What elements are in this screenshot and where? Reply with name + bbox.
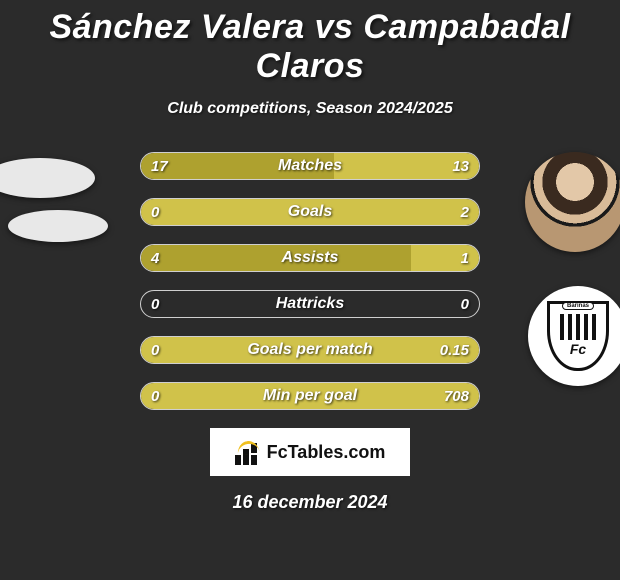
badge-fc-text: Fc	[570, 341, 586, 357]
subtitle: Club competitions, Season 2024/2025	[0, 100, 620, 118]
comparison-chart: Barinas Fc 1713Matches02Goals41Assists00…	[0, 152, 620, 410]
badge-shield: Barinas Fc	[547, 301, 609, 371]
stat-row: 00.15Goals per match	[140, 336, 480, 364]
left-club-badge	[8, 210, 108, 242]
date-label: 16 december 2024	[0, 492, 620, 513]
stat-rows-container: 1713Matches 02Goals 41Assists 0 0Hattricks 00…	[140, 152, 480, 410]
footer-brand-text: FcTables.com	[267, 442, 386, 463]
value-left: 0	[151, 291, 159, 317]
bar-right	[411, 245, 479, 271]
badge-stripes	[560, 314, 596, 340]
bar-right	[141, 383, 479, 409]
right-club-badge: Barinas Fc	[528, 286, 620, 386]
stat-row: 1713Matches	[140, 152, 480, 180]
bar-left	[141, 153, 334, 179]
right-player-avatar	[525, 152, 620, 252]
bar-right	[141, 199, 479, 225]
badge-top-text: Barinas	[562, 302, 594, 310]
stat-row: 41Assists	[140, 244, 480, 272]
fctables-icon	[235, 439, 261, 465]
bar-left	[141, 245, 411, 271]
page-title: Sánchez Valera vs Campabadal Claros	[0, 0, 620, 86]
bar-right	[141, 337, 479, 363]
footer-brand-box: FcTables.com	[210, 428, 410, 476]
value-right: 0	[461, 291, 469, 317]
stat-row: 02Goals	[140, 198, 480, 226]
stat-row: 0 0Hattricks	[140, 290, 480, 318]
left-player-avatar	[0, 158, 95, 198]
bar-right	[334, 153, 479, 179]
stat-row: 0708Min per goal	[140, 382, 480, 410]
stat-label: Hattricks	[141, 291, 479, 317]
